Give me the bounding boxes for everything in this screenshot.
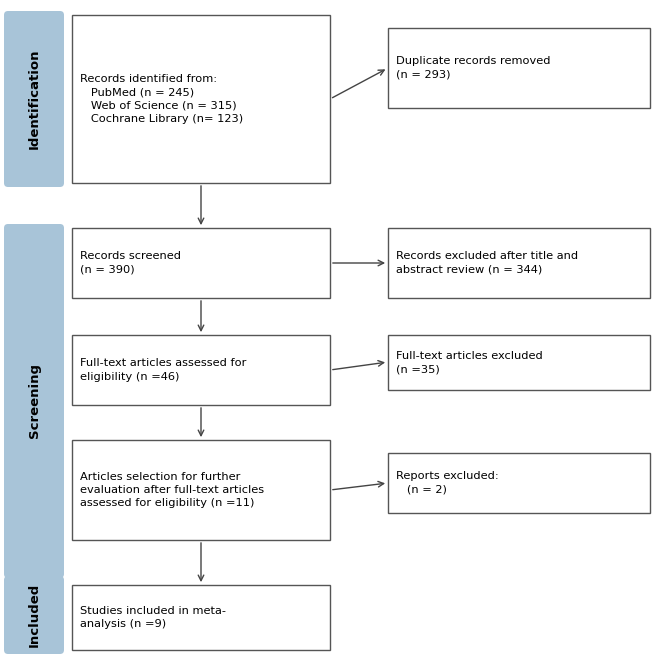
FancyBboxPatch shape bbox=[72, 440, 330, 540]
Text: Included: Included bbox=[27, 583, 41, 647]
FancyBboxPatch shape bbox=[72, 15, 330, 183]
FancyBboxPatch shape bbox=[72, 585, 330, 650]
Text: Studies included in meta-
analysis (n =9): Studies included in meta- analysis (n =9… bbox=[80, 606, 226, 629]
Text: Records excluded after title and
abstract review (n = 344): Records excluded after title and abstrac… bbox=[396, 252, 578, 275]
FancyBboxPatch shape bbox=[388, 28, 650, 108]
Text: Full-text articles excluded
(n =35): Full-text articles excluded (n =35) bbox=[396, 351, 542, 374]
Text: Full-text articles assessed for
eligibility (n =46): Full-text articles assessed for eligibil… bbox=[80, 358, 246, 381]
Text: Duplicate records removed
(n = 293): Duplicate records removed (n = 293) bbox=[396, 56, 550, 79]
FancyBboxPatch shape bbox=[4, 576, 64, 654]
Text: Records identified from:
   PubMed (n = 245)
   Web of Science (n = 315)
   Coch: Records identified from: PubMed (n = 245… bbox=[80, 74, 243, 124]
FancyBboxPatch shape bbox=[72, 335, 330, 405]
Text: Reports excluded:
   (n = 2): Reports excluded: (n = 2) bbox=[396, 471, 499, 495]
FancyBboxPatch shape bbox=[4, 224, 64, 578]
FancyBboxPatch shape bbox=[388, 453, 650, 513]
Text: Records screened
(n = 390): Records screened (n = 390) bbox=[80, 252, 181, 275]
FancyBboxPatch shape bbox=[4, 11, 64, 187]
FancyBboxPatch shape bbox=[72, 228, 330, 298]
Text: Articles selection for further
evaluation after full-text articles
assessed for : Articles selection for further evaluatio… bbox=[80, 472, 264, 508]
FancyBboxPatch shape bbox=[388, 335, 650, 390]
Text: Identification: Identification bbox=[27, 49, 41, 149]
Text: Screening: Screening bbox=[27, 363, 41, 438]
FancyBboxPatch shape bbox=[388, 228, 650, 298]
